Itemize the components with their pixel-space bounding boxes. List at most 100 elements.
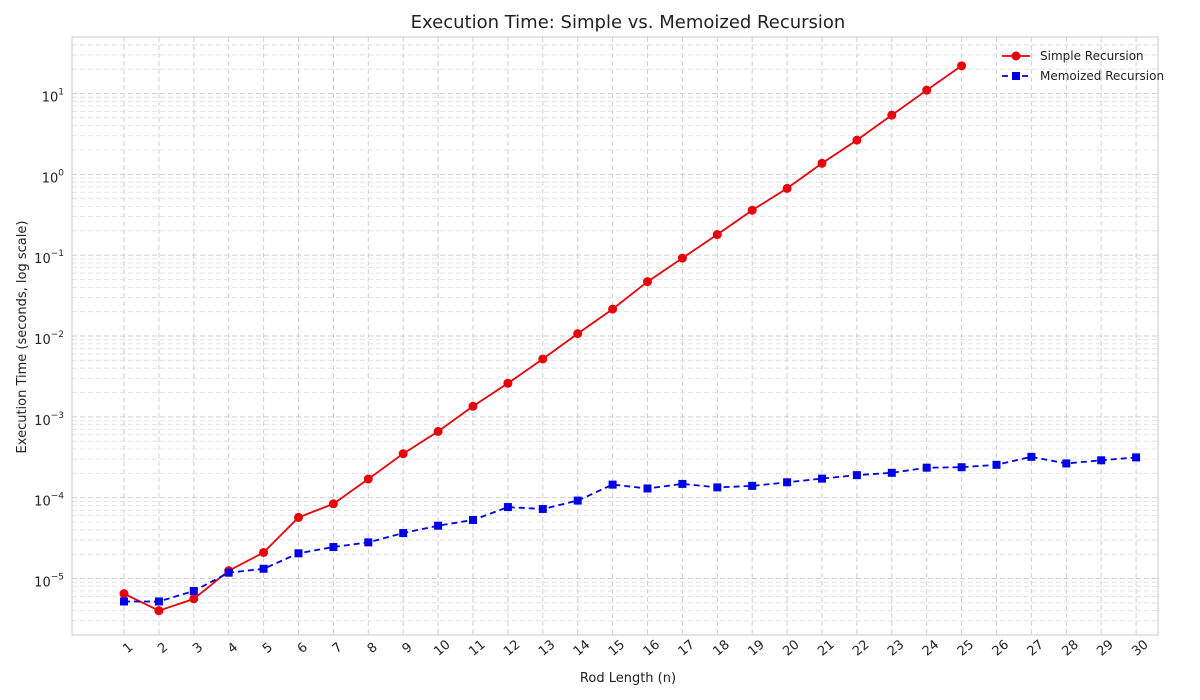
x-tick-label: 14 [571,637,593,659]
data-point-simple [154,606,164,616]
x-tick-label: 5 [260,640,276,657]
x-tick-label: 22 [850,637,872,659]
y-tick-label: 10−3 [34,411,64,429]
data-point-simple [503,378,513,388]
data-point-memoized [783,478,792,487]
data-point-simple [259,547,269,557]
x-tick-label: 3 [190,640,206,657]
data-point-simple [433,426,443,436]
chart-title: Execution Time: Simple vs. Memoized Recu… [411,12,846,33]
x-tick-label: 27 [1025,637,1047,659]
data-point-memoized [608,480,617,489]
y-tick-label: 100 [42,168,65,186]
x-tick-label: 30 [1129,637,1151,659]
data-point-simple [573,329,583,339]
series-line-memoized [124,455,1137,603]
legend-label-memoized: Memoized Recursion [1040,69,1164,83]
x-tick-label: 7 [330,640,346,657]
data-point-memoized [189,587,198,596]
data-point-memoized [364,538,373,547]
data-point-simple [852,135,862,145]
series-layer [119,61,1141,616]
x-tick-label: 16 [641,637,663,659]
x-axis-label: Rod Length (n) [580,671,676,686]
data-point-memoized [1097,456,1106,465]
x-tick-label: 24 [920,637,942,659]
x-tick-label: 11 [466,637,488,659]
data-point-memoized [154,597,163,606]
data-point-memoized [1062,459,1071,468]
data-point-simple [294,512,303,522]
data-point-simple [677,253,687,263]
data-point-simple [468,401,478,411]
x-tick-label: 21 [815,637,837,659]
data-point-memoized [992,460,1001,469]
data-point-simple [712,230,722,240]
data-point-memoized [1027,452,1036,461]
y-tick-label: 10−5 [34,572,64,590]
data-point-simple [643,277,652,287]
data-point-memoized [922,463,931,472]
data-point-memoized [818,474,826,483]
legend-label-simple: Simple Recursion [1040,49,1144,63]
data-point-memoized [329,543,338,552]
data-point-memoized [887,468,896,477]
y-tick-label: 101 [42,88,64,106]
x-tick-label: 8 [365,640,381,657]
data-point-memoized [399,529,408,538]
data-point-memoized [678,479,687,488]
data-point-simple [538,354,548,364]
data-point-simple [398,449,408,459]
x-tick-label: 19 [745,637,767,659]
x-tick-label: 28 [1059,637,1081,659]
data-point-simple [328,499,338,509]
x-tick-label: 13 [536,637,558,659]
data-point-memoized [224,568,233,577]
data-point-simple [747,205,757,215]
data-point-simple [957,61,967,71]
data-point-simple [782,183,792,193]
data-point-memoized [957,463,966,472]
data-point-memoized [503,503,512,512]
x-tick-label: 17 [676,637,698,659]
x-tick-label: 29 [1094,637,1116,659]
x-tick-label: 15 [606,637,628,659]
data-point-memoized [120,597,128,606]
x-tick-label: 18 [710,637,732,659]
x-tick-label: 12 [501,637,523,659]
data-point-memoized [434,521,443,530]
data-point-memoized [259,564,268,573]
data-point-simple [189,594,199,604]
y-axis-label: Execution Time (seconds, log scale) [15,221,30,454]
legend-marker-memoized [1012,72,1020,80]
x-tick-label: 2 [155,640,171,657]
data-point-memoized [643,484,652,493]
x-tick-label: 9 [400,640,416,657]
plot-frame [71,36,1159,636]
data-point-memoized [713,483,722,492]
data-point-memoized [1132,453,1141,462]
data-point-simple [608,304,618,314]
legend-marker-simple [1011,51,1021,61]
x-tick-label: 23 [885,637,907,659]
data-point-simple [363,474,373,484]
legend: Simple Recursion Memoized Recursion [1002,49,1164,83]
y-tick-label: 10−4 [34,492,64,510]
y-tick-labels: 10−5 10−4 10−3 10−2 10−1 100 101 [34,88,64,591]
x-tick-label: 26 [990,637,1012,659]
y-tick-label: 10−1 [34,249,64,267]
data-point-memoized [573,496,582,505]
x-tick-label: 1 [120,640,136,657]
data-point-simple [887,110,897,120]
x-tick-label: 10 [431,637,453,659]
data-point-simple [817,158,827,168]
data-point-memoized [294,549,303,558]
y-tick-label: 10−2 [34,330,64,348]
x-tick-label: 25 [955,637,977,659]
grid [72,36,1158,636]
x-tick-label: 6 [295,640,311,657]
data-point-memoized [748,481,757,490]
data-point-simple [922,85,932,95]
